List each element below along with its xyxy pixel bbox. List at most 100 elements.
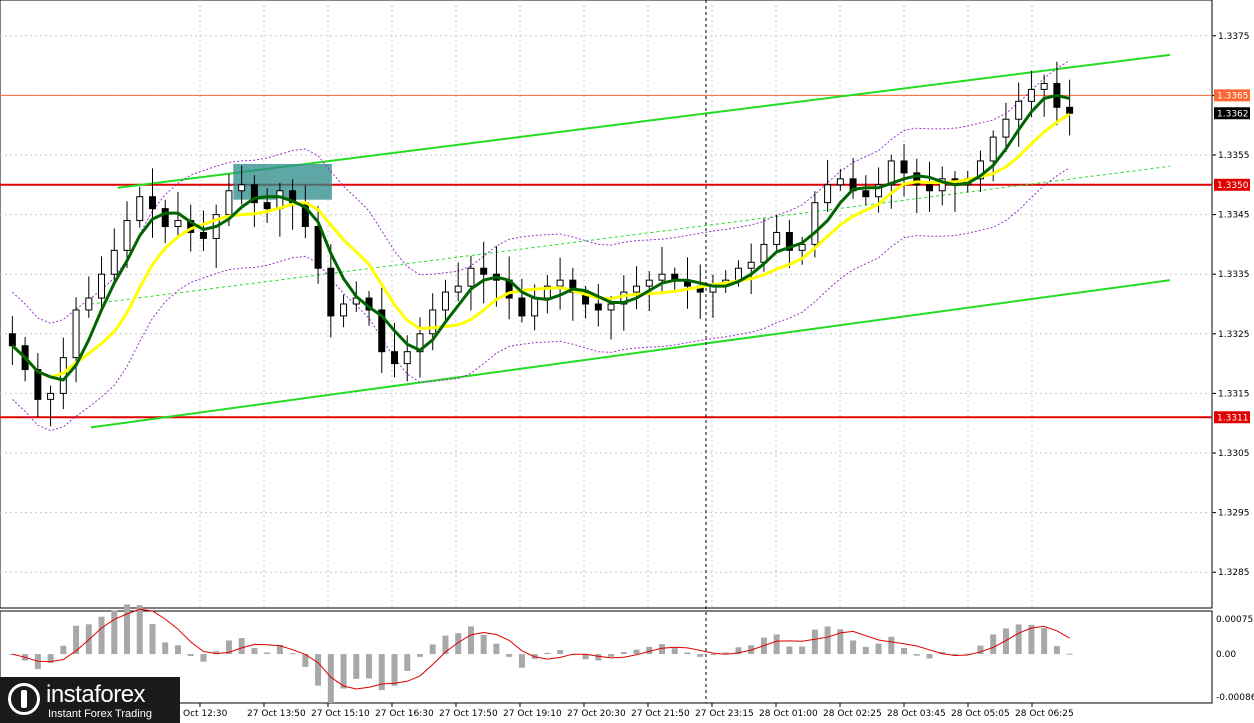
osc-bar — [340, 654, 347, 689]
y-tick-label: 1.3335 — [1218, 270, 1250, 280]
osc-bar — [366, 654, 373, 679]
osc-bar — [697, 654, 704, 657]
osc-bar — [124, 604, 131, 655]
osc-bar — [964, 653, 971, 655]
candle-body — [480, 267, 488, 275]
osc-bar — [404, 654, 411, 671]
candle-body — [98, 273, 106, 299]
osc-bar — [990, 634, 997, 655]
osc-bar — [913, 654, 920, 656]
osc-bar — [1041, 628, 1048, 655]
candle-body — [798, 243, 806, 251]
candle-body — [263, 202, 271, 210]
envelope-bands — [12, 59, 1070, 432]
candle-body — [110, 249, 118, 275]
y-tick-label: 1.3345 — [1218, 211, 1250, 221]
candle-body — [136, 196, 144, 222]
candle-body — [811, 202, 819, 245]
x-tick-label: 27 Oct 17:50 — [439, 709, 498, 719]
candle-body — [989, 136, 997, 162]
logo-brand: instaforex — [46, 681, 146, 708]
main-panel — [0, 0, 1213, 609]
oscillator-axis: 0.00075 0.00 -0.00086 — [1216, 615, 1254, 703]
osc-bar — [73, 625, 80, 655]
osc-bar — [1053, 646, 1060, 655]
osc-bar — [901, 648, 908, 655]
x-tick-label: 27 Oct 13:50 — [247, 709, 306, 719]
osc-bar — [862, 646, 869, 655]
osc-bar — [60, 645, 67, 655]
instaforex-logo: instaforex Instant Forex Trading — [0, 677, 180, 723]
osc-bar — [429, 644, 436, 655]
x-tick-label: 28 Oct 03:45 — [887, 709, 946, 719]
x-tick-label: 27 Oct 16:30 — [375, 709, 434, 719]
price-tags: 1.3365 1.3362 1.3350 1.3311 — [1214, 89, 1250, 424]
osc-bar — [850, 640, 857, 655]
candle-body — [633, 285, 641, 293]
osc-bar — [149, 624, 156, 655]
candle-body — [340, 303, 348, 317]
osc-signal-line — [12, 608, 1070, 690]
x-tick-label: 27 Oct 23:15 — [695, 709, 754, 719]
y-tick-label: 1.3375 — [1218, 32, 1250, 42]
osc-bar — [773, 634, 780, 655]
osc-tick-label: -0.00086 — [1216, 693, 1254, 703]
osc-bar — [977, 645, 984, 655]
price-tag-level_low — [1214, 411, 1250, 424]
candle-body — [391, 351, 399, 365]
candle-body — [72, 309, 80, 359]
price-tag-level_mid-label: 1.3350 — [1217, 181, 1249, 191]
candle-body — [938, 178, 946, 192]
candle-body — [454, 285, 462, 293]
candle-body — [174, 220, 182, 228]
osc-bar — [238, 638, 245, 655]
candle-body — [1040, 82, 1048, 90]
channel-lower-line — [90, 279, 1171, 429]
ma-slow-line — [11, 112, 1071, 379]
osc-bar — [939, 652, 946, 655]
x-tick-label: 28 Oct 05:05 — [951, 709, 1010, 719]
osc-bar — [480, 634, 487, 655]
candle-body — [1027, 88, 1035, 102]
candle-body — [900, 160, 908, 174]
candle-body — [441, 291, 449, 311]
osc-bar — [416, 654, 423, 657]
y-tick-label: 1.3295 — [1218, 509, 1250, 519]
osc-bar — [557, 650, 564, 655]
osc-bar — [327, 654, 334, 703]
candle-body — [531, 297, 539, 317]
price-tag-level_low-label: 1.3311 — [1217, 413, 1249, 423]
y-tick-label: 1.3315 — [1218, 389, 1250, 399]
osc-bar — [391, 654, 398, 686]
osc-bar — [595, 654, 602, 661]
osc-bar — [174, 645, 181, 655]
osc-bar — [659, 644, 666, 655]
x-tick-label: 28 Oct 02:25 — [823, 709, 882, 719]
osc-bar — [315, 654, 322, 686]
osc-bar — [722, 652, 729, 655]
y-tick-label: 1.3325 — [1218, 330, 1250, 340]
osc-bar — [786, 646, 793, 655]
x-tick-label: 27 Oct 19:10 — [503, 709, 562, 719]
osc-bar — [213, 651, 220, 655]
osc-bar — [888, 636, 895, 655]
candle-body — [862, 190, 870, 198]
x-tick-label: Oct 12:30 — [183, 709, 228, 719]
candle-body — [429, 309, 437, 335]
candle-body — [85, 297, 93, 311]
candle-body — [123, 220, 131, 251]
osc-tick-label: 0.00075 — [1216, 615, 1253, 625]
candle-body — [1015, 100, 1023, 120]
candle-body — [785, 231, 793, 251]
osc-bar — [98, 616, 105, 655]
candle-body — [148, 196, 156, 210]
candle-body — [976, 160, 984, 180]
osc-bar — [289, 653, 296, 655]
oscillator — [9, 604, 1073, 703]
time-axis: Oct 12:30 27 Oct 13:50 27 Oct 15:10 27 Oct … — [183, 703, 1074, 719]
y-tick-label: 1.3285 — [1218, 568, 1250, 578]
x-tick-label: 27 Oct 15:10 — [311, 709, 370, 719]
candle-body — [824, 184, 832, 204]
osc-bar — [1002, 628, 1009, 655]
